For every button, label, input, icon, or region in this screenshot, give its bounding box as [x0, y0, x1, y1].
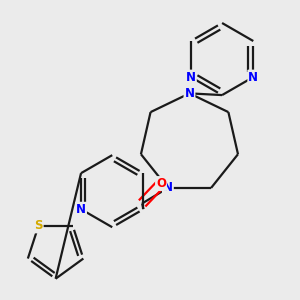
Text: S: S [34, 219, 43, 232]
Text: N: N [76, 203, 86, 216]
Text: N: N [184, 87, 194, 100]
Text: N: N [248, 70, 258, 84]
Text: N: N [163, 182, 173, 194]
Text: O: O [156, 177, 166, 190]
Text: N: N [186, 70, 196, 84]
